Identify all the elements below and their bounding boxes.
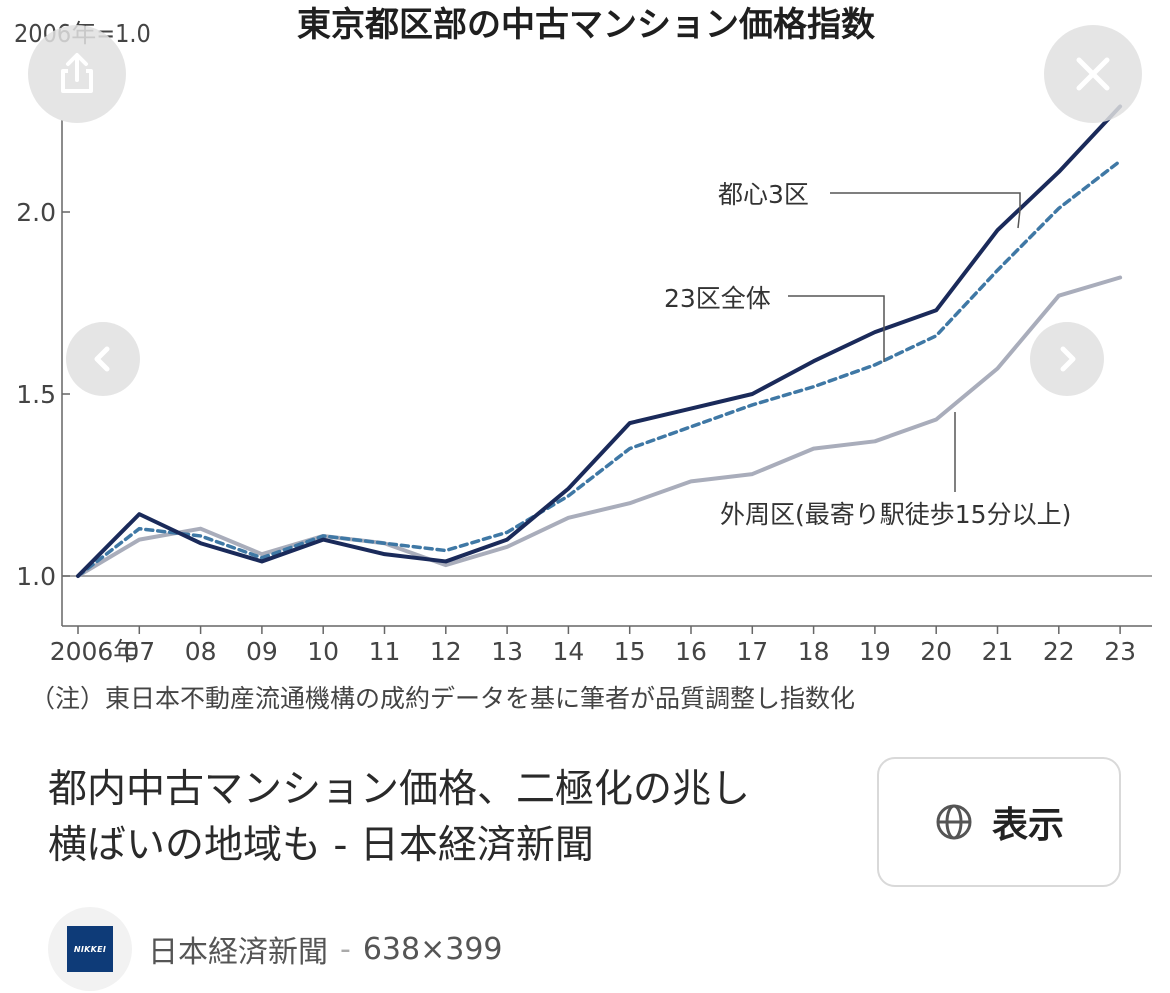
caption-line-2: 横ばいの地域も - 日本経済新聞 — [48, 823, 594, 868]
view-button[interactable]: 表示 — [877, 757, 1121, 887]
chart-note: （注）東日本不動産流通機構の成約データを基に筆者が品質調整し指数化 — [30, 684, 855, 713]
series-label-all: 23区全体 — [664, 284, 771, 313]
x-tick-label: 10 — [307, 637, 339, 666]
chart-title: 東京都区部の中古マンション価格指数 — [297, 5, 875, 45]
y-tick-label: 2.0 — [16, 198, 56, 227]
source-row[interactable]: NIKKEI 日本経済新聞 - 638×399 — [48, 905, 503, 993]
x-tick-label: 13 — [491, 637, 523, 666]
previous-image-button[interactable] — [66, 322, 140, 396]
x-tick-label: 21 — [982, 637, 1014, 666]
leader-all — [788, 295, 885, 362]
x-tick-label: 16 — [675, 637, 707, 666]
view-button-label: 表示 — [991, 805, 1064, 846]
x-tick-label: 08 — [185, 637, 217, 666]
leader-central — [830, 192, 1021, 229]
image-dimensions: 638×399 — [362, 931, 503, 967]
globe-icon — [936, 804, 972, 840]
series-label-central: 都心3区 — [718, 180, 809, 209]
x-tick-label: 18 — [798, 637, 830, 666]
y-tick-label: 1.5 — [16, 380, 56, 409]
share-icon — [61, 53, 93, 93]
x-tick-label: 22 — [1043, 637, 1075, 666]
x-tick-label: 23 — [1104, 637, 1136, 666]
chart-image[interactable]: 東京都区部の中古マンション価格指数 2006年=1.0 1.01.52.0200… — [0, 0, 1170, 730]
x-tick-label: 07 — [123, 637, 155, 666]
caption-line-1: 都内中古マンション価格、二極化の兆し — [48, 767, 751, 812]
x-tick-label: 14 — [552, 637, 584, 666]
logo-text: NIKKEI — [73, 944, 107, 954]
x-tick-label: 2006年 — [50, 637, 139, 666]
share-button[interactable] — [28, 25, 126, 123]
x-tick-label: 09 — [246, 637, 278, 666]
series-label-outer: 外周区(最寄り駅徒歩15分以上) — [720, 500, 1071, 529]
x-tick-label: 19 — [859, 637, 891, 666]
image-caption-link[interactable]: 都内中古マンション価格、二極化の兆し 横ばいの地域も - 日本経済新聞 — [48, 762, 838, 874]
chevron-left-icon — [94, 346, 110, 372]
x-tick-label: 17 — [736, 637, 768, 666]
x-tick-label: 11 — [369, 637, 401, 666]
x-tick-label: 15 — [614, 637, 646, 666]
source-separator: - — [340, 931, 351, 967]
source-name: 日本経済新聞 — [148, 935, 328, 970]
line-chart: 東京都区部の中古マンション価格指数 2006年=1.0 1.01.52.0200… — [14, 5, 1152, 713]
x-tick-label: 12 — [430, 637, 462, 666]
series-line-2 — [76, 275, 1123, 578]
y-tick-label: 1.0 — [16, 562, 56, 591]
series-line-0 — [76, 104, 1123, 578]
next-image-button[interactable] — [1030, 322, 1104, 396]
x-tick-label: 20 — [920, 637, 952, 666]
chevron-right-icon — [1060, 346, 1076, 372]
close-button[interactable] — [1044, 25, 1142, 123]
source-logo: NIKKEI — [48, 907, 132, 991]
series-line-1 — [76, 159, 1122, 578]
close-icon — [1076, 57, 1110, 91]
